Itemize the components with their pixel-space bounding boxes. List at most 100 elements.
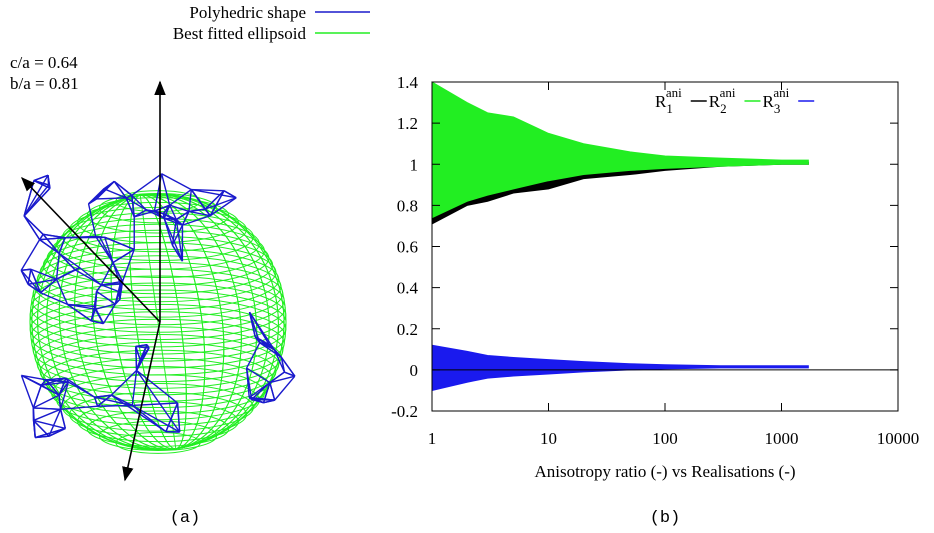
polyhedron-edge (33, 394, 60, 409)
polyhedron-edge (136, 369, 179, 404)
polyhedron-edge (136, 369, 181, 433)
polyhedron-edge (245, 367, 253, 400)
polyhedron-edge (251, 382, 271, 400)
polyhedron-edge (251, 398, 275, 401)
polyhedron-edge (33, 174, 49, 182)
x-tick-label: 100 (652, 429, 678, 448)
polyhedron-edge (131, 173, 163, 196)
polyhedron-edge (21, 374, 47, 381)
panel-b: -0.2 0 0.2 0.4 0.6 0.8 1 1.2 1.4 1 10 100 1000 10000 A… (391, 73, 919, 528)
polyhedron-edge (39, 233, 44, 241)
polyhedron-edge (40, 292, 68, 306)
polyhedron-edge (119, 281, 124, 300)
principal-axis (21, 176, 161, 323)
polyhedron-edge (274, 375, 296, 401)
polyhedron-edge (175, 219, 184, 262)
polyhedron-edge (169, 204, 177, 220)
polyhedron-edge (280, 356, 296, 377)
polyhedron-edge (41, 377, 67, 386)
polyhedron-edge (58, 237, 66, 254)
ellipsoid-wireframe (29, 190, 287, 454)
polyhedron-edge (171, 244, 183, 262)
legend-superscript: ani (773, 85, 789, 100)
polyhedron-edge (40, 278, 58, 294)
polyhedron-edge (204, 190, 225, 210)
polyhedron-edge (59, 409, 67, 429)
y-tick-label: 0.8 (397, 196, 418, 215)
polyhedron-edge (47, 175, 51, 189)
y-tick-label: 1 (410, 155, 419, 174)
principal-axis (122, 321, 161, 482)
polyhedron-edge (176, 402, 181, 433)
polyhedron-edge (23, 215, 41, 241)
polyhedron-edge (67, 303, 92, 322)
x-tick-label: 10 (540, 429, 557, 448)
y-tick-label: 1.2 (397, 114, 418, 133)
meridian-line (31, 193, 285, 451)
polyhedron-edge (40, 379, 47, 386)
polyhedron-edge (188, 210, 211, 217)
polyhedron-edge (43, 233, 65, 239)
polyhedron-edge (20, 269, 42, 294)
polyhedron-edge (114, 298, 121, 305)
legend-name: R (762, 92, 774, 111)
polyhedron-edge (74, 269, 102, 286)
latitude-line (42, 235, 274, 295)
polyhedron-edge (269, 371, 285, 384)
polyhedron-edge (125, 197, 135, 218)
polyhedron-edge (56, 267, 81, 280)
y-tick-label: 0 (410, 361, 419, 380)
polyhedron-edge (96, 197, 127, 200)
polyhedron-edge (259, 342, 282, 358)
polyhedron-edge (188, 208, 206, 213)
polyhedron-edge (59, 381, 70, 410)
polyhedron-edge (248, 396, 253, 400)
polyhedron-edge (188, 189, 193, 212)
latitude-line (36, 248, 280, 311)
polyhedron-edge (99, 237, 114, 263)
x-tick-label: 10000 (877, 429, 920, 448)
polyhedron-edge (20, 239, 41, 271)
polyhedron-edge (95, 303, 116, 310)
polyhedron-edge (204, 197, 237, 210)
polyhedron-edge (112, 262, 124, 282)
polyhedron-edge (45, 379, 60, 396)
polyhedron-edge (23, 184, 50, 217)
polyhedron-edge (268, 344, 282, 358)
polyhedron-edge (132, 402, 178, 407)
polyhedron-edge (204, 208, 211, 217)
polyhedron-edge (163, 204, 171, 219)
polyhedron-edge (101, 280, 123, 286)
polyhedron-edge (23, 215, 44, 235)
polyhedron-edge (21, 268, 31, 272)
polyhedron-edge (131, 194, 147, 211)
polyhedron-edge (246, 342, 261, 369)
polyhedron-edge (65, 377, 95, 398)
polyhedron-edge (182, 215, 211, 226)
latitude-line (34, 326, 282, 389)
polyhedron-edge (223, 190, 237, 199)
polyhedron-edge (169, 204, 190, 213)
x-axis-label: Anisotropy ratio (-) vs Realisations (-) (534, 462, 795, 481)
polyhedron-edge (58, 395, 62, 410)
legend-name: R (655, 92, 667, 111)
polyhedron-edge (112, 248, 135, 264)
legend-superscript: ani (720, 85, 736, 100)
polyhedron-edge (113, 180, 127, 199)
legend-subscript: 2 (720, 101, 727, 116)
realisation-band (431, 344, 809, 392)
polyhedron-edge (125, 197, 147, 211)
polyhedron-edge (191, 188, 237, 199)
polyhedron-edge (23, 174, 49, 217)
legend-label: Best fitted ellipsoid (173, 24, 307, 43)
polyhedron-edge (33, 408, 61, 422)
polyhedron-edge (284, 371, 296, 377)
polyhedron-edge (246, 367, 271, 384)
caption: (a) (170, 509, 201, 528)
polyhedron-edge (58, 377, 67, 396)
latitude-line (42, 349, 274, 409)
polyhedron-edge (58, 252, 81, 269)
polyhedron-edge (39, 239, 60, 255)
polyhedron-edge (32, 407, 36, 438)
